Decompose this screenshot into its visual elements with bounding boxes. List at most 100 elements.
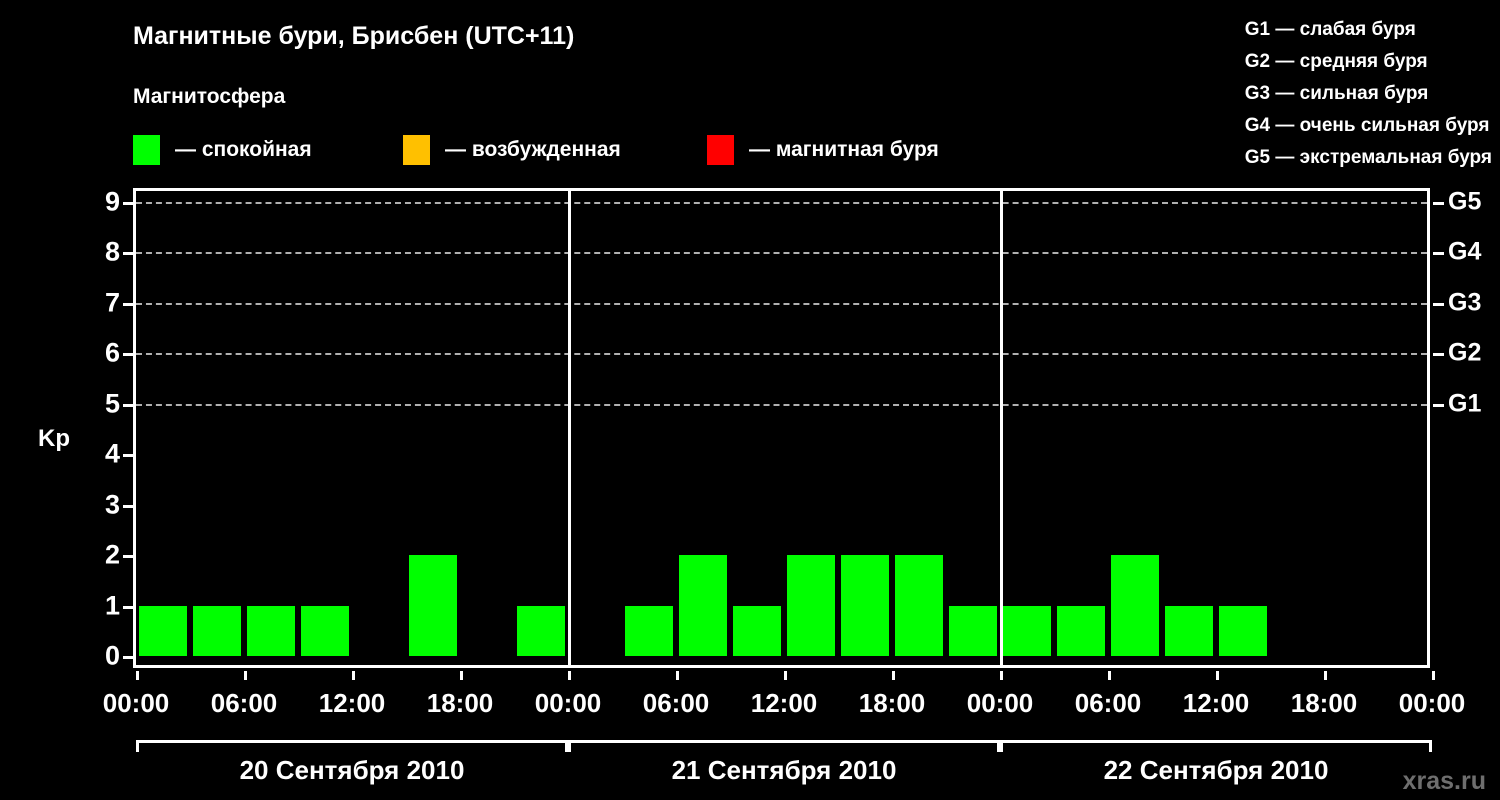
- g-scale-row: G3 — сильная буря: [1245, 78, 1492, 110]
- bar: [949, 605, 997, 656]
- x-axis-tick: [1216, 671, 1219, 680]
- g-axis-tick: [1433, 302, 1444, 306]
- bar: [787, 555, 835, 656]
- y-axis-tick: [123, 605, 133, 609]
- day-separator: [1000, 191, 1003, 665]
- g-scale-description: — слабая буря: [1270, 19, 1416, 40]
- bar: [1003, 605, 1051, 656]
- bar: [733, 605, 781, 656]
- day-bracket: [568, 740, 1000, 752]
- x-axis-tick-label: 00:00: [102, 688, 170, 718]
- day-caption: 20 Сентября 2010: [239, 755, 465, 785]
- bar: [301, 605, 349, 656]
- plot-area: [136, 191, 1427, 665]
- x-axis-tick: [1000, 671, 1003, 680]
- y-axis-tick: [123, 555, 133, 558]
- day-bracket: [1000, 740, 1432, 752]
- plot-frame: [133, 188, 1430, 668]
- y-axis-tick-label: 4: [104, 438, 120, 469]
- g-axis-label: G4: [1448, 237, 1482, 266]
- g-scale-code: G1: [1244, 19, 1271, 40]
- watermark: xras.ru: [1402, 767, 1486, 795]
- g-axis-label: G3: [1448, 288, 1482, 316]
- g-scale-code: G5: [1244, 147, 1271, 168]
- bar: [1219, 605, 1267, 656]
- gridline: [136, 201, 1427, 204]
- gridline: [136, 302, 1427, 305]
- y-axis-tick: [123, 504, 133, 508]
- bar: [139, 605, 187, 656]
- y-axis-tick: [123, 252, 133, 255]
- x-axis-tick-label: 06:00: [210, 688, 278, 718]
- gridline: [136, 353, 1427, 355]
- magnetosphere-heading: Магнитосфера: [133, 85, 286, 108]
- y-axis-tick: [123, 201, 133, 205]
- bar: [247, 605, 295, 656]
- y-axis-tick-label: 8: [104, 236, 120, 267]
- storm-swatch: [707, 135, 734, 165]
- x-axis-tick: [460, 671, 463, 680]
- x-axis-tick: [1432, 671, 1435, 680]
- x-axis-tick-label: 18:00: [1290, 688, 1358, 718]
- bar: [517, 605, 565, 656]
- g-scale-row: G1 — слабая буря: [1245, 14, 1492, 46]
- y-axis-tick: [123, 302, 133, 306]
- unsettled-swatch: [403, 135, 430, 165]
- x-axis-tick: [136, 671, 139, 680]
- bar: [409, 555, 457, 656]
- g-scale-code: G4: [1244, 115, 1271, 136]
- day-bracket: [136, 740, 568, 752]
- x-axis-tick: [892, 671, 895, 680]
- x-axis-tick: [352, 671, 355, 680]
- magnetosphere-legend-label: — возбужденная: [445, 138, 621, 161]
- g-axis-tick: [1433, 353, 1444, 356]
- g-axis-tick: [1433, 201, 1444, 205]
- g-scale-row: G4 — очень сильная буря: [1245, 110, 1492, 142]
- day-caption: 21 Сентября 2010: [671, 755, 897, 785]
- x-axis-tick-label: 12:00: [750, 688, 818, 718]
- x-axis-tick-label: 18:00: [858, 688, 926, 718]
- magnetosphere-legend-entry: — магнитная буря: [707, 133, 939, 167]
- x-axis-tick-label: 06:00: [1074, 688, 1142, 718]
- g-scale-description: — очень сильная буря: [1270, 115, 1490, 136]
- y-axis-tick: [123, 656, 133, 659]
- day-caption: 22 Сентября 2010: [1103, 755, 1329, 785]
- x-axis-tick-label: 00:00: [534, 688, 602, 718]
- x-axis-tick-label: 00:00: [1398, 688, 1466, 718]
- g-axis-label: G2: [1448, 338, 1482, 367]
- x-axis-tick: [1324, 671, 1327, 680]
- y-axis-tick: [123, 353, 133, 356]
- x-axis-tick: [1108, 671, 1111, 680]
- g-scale-description: — сильная буря: [1270, 83, 1429, 104]
- g-axis-tick: [1433, 252, 1444, 255]
- g-axis-tick: [1433, 403, 1444, 407]
- bar: [1111, 555, 1159, 656]
- x-axis-tick: [676, 671, 679, 680]
- g-axis-label: G5: [1448, 187, 1482, 215]
- gridline: [136, 252, 1427, 254]
- x-axis-tick: [244, 671, 247, 680]
- x-axis-tick-label: 00:00: [966, 688, 1034, 718]
- y-axis-tick-label: 5: [104, 388, 120, 418]
- y-axis-title: Kp: [38, 425, 70, 452]
- x-axis-tick: [568, 671, 571, 680]
- g-scale-description: — средняя буря: [1270, 51, 1428, 72]
- x-axis-tick: [784, 671, 787, 680]
- magnetosphere-legend-entry: — возбужденная: [403, 133, 621, 167]
- page-title: Магнитные бури, Брисбен (UTC+11): [133, 22, 575, 50]
- x-axis-tick-label: 12:00: [1182, 688, 1250, 718]
- x-axis-tick-label: 18:00: [426, 688, 494, 718]
- y-axis-tick-label: 0: [104, 640, 120, 671]
- g-scale-row: G2 — средняя буря: [1245, 46, 1492, 78]
- bar: [679, 555, 727, 656]
- g-scale-description: — экстремальная буря: [1270, 147, 1492, 168]
- y-axis-tick-label: 9: [104, 186, 120, 216]
- y-axis-tick: [123, 454, 133, 457]
- y-axis-tick-label: 3: [104, 489, 120, 519]
- magnetosphere-legend-entry: — спокойная: [133, 133, 312, 167]
- gridline: [136, 403, 1427, 406]
- g-scale-code: G3: [1244, 83, 1271, 104]
- bar: [841, 555, 889, 656]
- g-scale-code: G2: [1244, 51, 1271, 72]
- x-axis-tick-label: 12:00: [318, 688, 386, 718]
